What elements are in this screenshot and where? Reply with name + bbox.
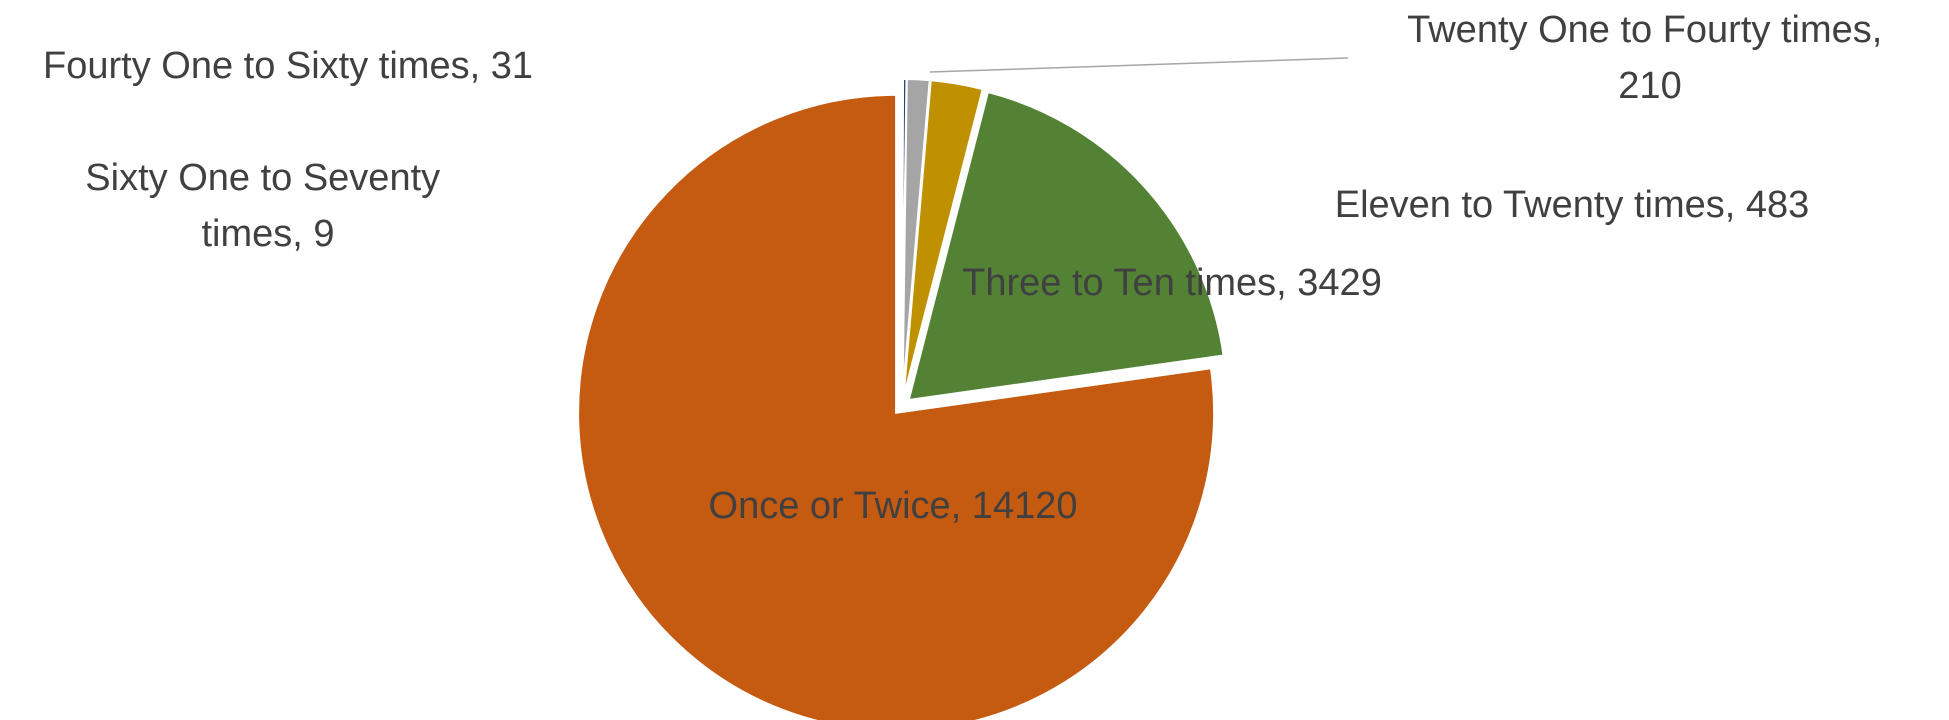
pie-slices xyxy=(577,77,1225,720)
data-label-twenty-one-to-fourty-line-1: Twenty One to Fourty times, xyxy=(1407,9,1882,51)
data-label-twenty-one-to-fourty: Twenty One to Fourty times, 210 xyxy=(1407,9,1893,107)
pie-slice-once-or-twice xyxy=(577,93,1216,720)
data-label-once-or-twice: Once or Twice, 14120 xyxy=(709,485,1078,527)
pie-slice-three-to-ten-times xyxy=(907,90,1225,402)
data-label-sixty-one-to-seventy-line-2: times, 9 xyxy=(201,213,334,255)
leader-line-twenty-one-to-fourty xyxy=(929,57,1349,73)
data-labels: Once or Twice, 14120 Three to Ten times,… xyxy=(43,9,1893,527)
data-label-twenty-one-to-fourty-line-2: 210 xyxy=(1618,65,1681,107)
data-label-sixty-one-to-seventy-line-1: Sixty One to Seventy xyxy=(85,157,440,199)
leader-lines xyxy=(929,57,1349,73)
pie-slice-eleven-to-twenty-times xyxy=(902,79,984,398)
data-label-sixty-one-to-seventy: Sixty One to Seventy times, 9 xyxy=(85,157,450,255)
data-label-three-to-ten: Three to Ten times, 3429 xyxy=(962,262,1382,304)
data-label-eleven-to-twenty: Eleven to Twenty times, 483 xyxy=(1335,184,1810,226)
pie-slice-twenty-one-to-fourty-times xyxy=(901,78,931,398)
data-label-fourty-one-to-sixty: Fourty One to Sixty times, 31 xyxy=(43,45,533,87)
